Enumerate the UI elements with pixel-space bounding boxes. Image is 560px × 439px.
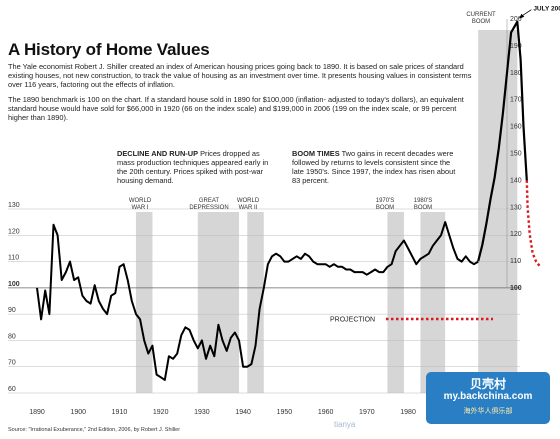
x-tick-1960: 1960 xyxy=(318,409,334,416)
y-tick-right-100: 100 xyxy=(510,285,522,292)
y-tick-right-140: 140 xyxy=(510,177,522,184)
annotation-july-2006: JULY 2006 xyxy=(533,6,560,13)
boom-note-body: Two gains in recent decades were followe… xyxy=(292,149,456,185)
boom-note: BOOM TIMES Two gains in recent decades w… xyxy=(292,149,460,185)
y-tick-right-200: 200 xyxy=(510,16,522,23)
intro-text: The Yale economist Robert J. Shiller cre… xyxy=(8,62,473,128)
x-tick-1910: 1910 xyxy=(112,409,128,416)
y-tick-right-180: 180 xyxy=(510,70,522,77)
annotation-arrowhead xyxy=(519,13,525,19)
y-tick-right-120: 120 xyxy=(510,231,522,238)
x-tick-1940: 1940 xyxy=(235,409,251,416)
decline-note: DECLINE AND RUN-UP Prices dropped as mas… xyxy=(117,149,279,185)
y-tick-left-80: 80 xyxy=(8,333,16,340)
shaded-period-5 xyxy=(478,30,518,393)
y-tick-right-170: 170 xyxy=(510,97,522,104)
series-line-1890-1997 xyxy=(36,221,479,381)
shaded-period-3 xyxy=(387,212,404,393)
x-tick-1900: 1900 xyxy=(70,409,86,416)
shaded-period-2 xyxy=(247,212,264,393)
y-tick-right-150: 150 xyxy=(510,151,522,158)
x-tick-1920: 1920 xyxy=(153,409,169,416)
label-world-war-1: WORLD WAR I xyxy=(128,198,152,211)
y-tick-left-130: 130 xyxy=(8,202,20,209)
y-tick-left-100: 100 xyxy=(8,281,20,288)
y-tick-right-110: 110 xyxy=(510,258,521,265)
chart-title: A History of Home Values xyxy=(8,40,210,59)
watermark-text-faint: tianya xyxy=(334,420,356,429)
label-1980s-boom: 1980'S BOOM xyxy=(413,198,433,211)
x-tick-1930: 1930 xyxy=(194,409,210,416)
intro-paragraph-2: The 1890 benchmark is 100 on the chart. … xyxy=(8,95,464,122)
series-line-current-boom xyxy=(477,20,528,262)
boom-note-heading: BOOM TIMES xyxy=(292,149,340,158)
shaded-period-0 xyxy=(135,212,153,393)
watermark-line-2: my.backchina.com xyxy=(443,391,533,402)
decline-note-body: Prices dropped as mass production techni… xyxy=(117,149,269,185)
y-tick-left-120: 120 xyxy=(8,228,20,235)
projection-line xyxy=(525,180,541,268)
source-note: Source: "Irrational Exuberance," 2nd Edi… xyxy=(8,427,181,433)
shaded-period-4 xyxy=(420,212,446,393)
label-world-war-2: WORLD WAR II xyxy=(236,198,260,211)
y-tick-left-70: 70 xyxy=(8,360,16,367)
watermark-line-3: 海外华人俱乐部 xyxy=(463,408,513,415)
y-tick-left-90: 90 xyxy=(8,307,16,314)
y-tick-right-160: 160 xyxy=(510,124,522,131)
x-tick-1970: 1970 xyxy=(359,409,375,416)
shaded-period-1 xyxy=(197,212,240,393)
label-current-boom: CURRENT BOOM xyxy=(466,12,496,25)
watermark-badge xyxy=(426,372,550,424)
projection-legend-label: PROJECTION xyxy=(330,317,375,324)
y-tick-left-110: 110 xyxy=(8,255,19,262)
x-tick-1890: 1890 xyxy=(29,409,45,416)
decline-note-heading: DECLINE AND RUN-UP xyxy=(117,149,199,158)
label-1970s-boom: 1970'S BOOM xyxy=(375,198,395,211)
watermark-line-1: 贝壳村 xyxy=(469,377,506,391)
x-tick-1950: 1950 xyxy=(277,409,293,416)
x-tick-1980: 1980 xyxy=(400,409,416,416)
y-tick-right-130: 130 xyxy=(510,204,522,211)
y-tick-right-190: 190 xyxy=(510,43,522,50)
intro-paragraph-1: The Yale economist Robert J. Shiller cre… xyxy=(8,62,472,89)
label-great-depression: GREAT DEPRESSION xyxy=(189,198,229,211)
y-tick-left-60: 60 xyxy=(8,386,16,393)
